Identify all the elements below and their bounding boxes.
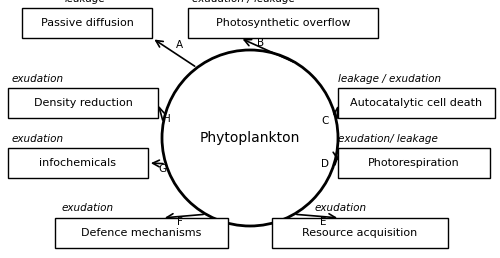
Text: leakage: leakage — [65, 0, 106, 4]
Text: Resource acquisition: Resource acquisition — [302, 228, 418, 238]
Text: leakage / exudation: leakage / exudation — [338, 74, 441, 84]
FancyBboxPatch shape — [55, 218, 228, 248]
Text: B: B — [257, 38, 264, 48]
FancyBboxPatch shape — [272, 218, 448, 248]
Text: exudation: exudation — [315, 203, 367, 213]
FancyBboxPatch shape — [8, 148, 148, 178]
Text: Autocatalytic cell death: Autocatalytic cell death — [350, 98, 482, 108]
FancyBboxPatch shape — [22, 8, 152, 38]
Text: Defence mechanisms: Defence mechanisms — [82, 228, 202, 238]
Text: Photosynthetic overflow: Photosynthetic overflow — [216, 18, 350, 28]
Text: exudation: exudation — [12, 74, 64, 84]
Text: C: C — [322, 116, 329, 126]
Text: exudation/ leakage: exudation/ leakage — [338, 134, 438, 144]
Text: exudation: exudation — [62, 203, 114, 213]
Text: Density reduction: Density reduction — [34, 98, 132, 108]
Text: F: F — [177, 217, 183, 227]
Text: infochemicals: infochemicals — [40, 158, 117, 168]
Text: E: E — [320, 217, 326, 227]
Text: A: A — [176, 40, 183, 50]
Text: Photorespiration: Photorespiration — [368, 158, 460, 168]
Text: Passive diffusion: Passive diffusion — [40, 18, 134, 28]
Text: G: G — [159, 164, 167, 174]
FancyBboxPatch shape — [8, 88, 158, 118]
Text: exudation / leakage: exudation / leakage — [192, 0, 295, 4]
FancyBboxPatch shape — [338, 88, 495, 118]
Text: exudation: exudation — [12, 134, 64, 144]
FancyBboxPatch shape — [188, 8, 378, 38]
FancyBboxPatch shape — [338, 148, 490, 178]
Text: Phytoplankton: Phytoplankton — [200, 131, 300, 145]
Text: H: H — [163, 114, 170, 124]
Text: D: D — [322, 159, 330, 169]
